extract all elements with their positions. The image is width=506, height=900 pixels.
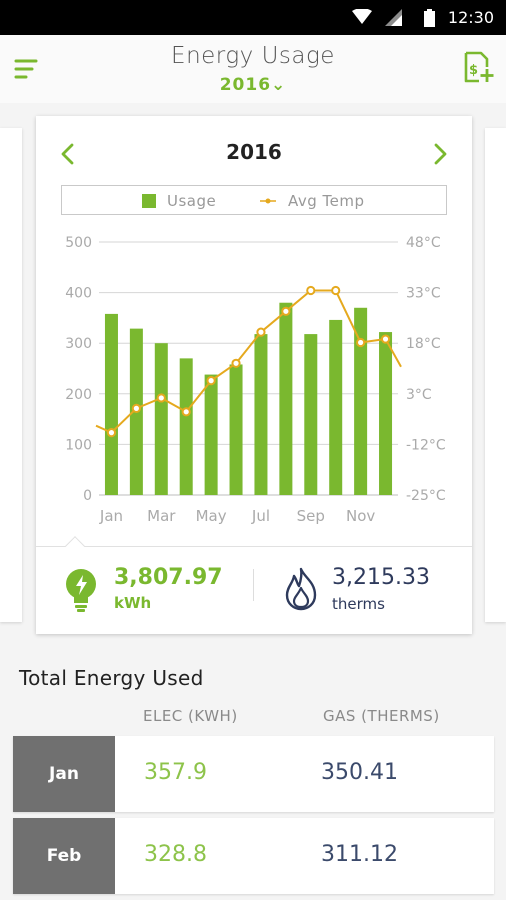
next-year-card[interactable] (485, 128, 506, 622)
menu-icon[interactable] (12, 55, 40, 83)
lightbulb-icon (66, 569, 96, 612)
gas-unit: therms (332, 595, 385, 613)
usage-bar (229, 364, 243, 495)
chevron-down-icon: ⌄ (271, 75, 287, 95)
summary-separator (253, 569, 254, 601)
usage-chart: 0 -25°C 100 -12°C 200 3°C 300 18°C 400 33°C 500 48°… (65, 235, 446, 525)
usage-bar (254, 334, 268, 495)
usage-bar (279, 302, 293, 495)
avg-temp-point (156, 393, 166, 403)
flame-icon (285, 567, 317, 611)
avg-temp-point (181, 407, 191, 417)
y-tick-label-left: 300 (65, 336, 92, 352)
usage-bar (204, 374, 218, 495)
y-tick-label-right: 48°C (406, 235, 441, 251)
row-gas-value: 350.41 (321, 760, 398, 785)
table-row[interactable]: Jan 357.9 350.41 (13, 736, 494, 812)
previous-year-card[interactable] (0, 128, 22, 622)
status-time: 12:30 (447, 8, 494, 27)
usage-bar (154, 343, 168, 495)
usage-bar (104, 313, 118, 495)
y-tick-label-right: 3°C (406, 387, 432, 403)
y-tick-label-right: -25°C (406, 488, 446, 504)
usage-bar (329, 319, 343, 495)
row-elec-value: 328.8 (144, 842, 207, 867)
status-bar: 12:30 (0, 0, 506, 35)
y-tick-label-left: 0 (83, 488, 92, 504)
usage-bar (179, 358, 193, 495)
avg-temp-point (131, 403, 141, 413)
x-tick-label: Nov (346, 507, 375, 525)
gas-column-header: GAS (THERMS) (323, 707, 440, 725)
table-row[interactable]: Feb 328.8 311.12 (13, 818, 494, 894)
y-tick-label-left: 500 (65, 235, 92, 251)
add-bill-icon[interactable]: $ (460, 50, 494, 84)
row-gas-value: 311.12 (321, 842, 398, 867)
summary-divider (36, 546, 472, 547)
usage-legend-swatch (142, 194, 156, 208)
avg-temp-point (331, 285, 341, 296)
avg-temp-point (306, 285, 316, 296)
chart-year: 2016 (226, 140, 282, 164)
year-selector[interactable]: 2016⌄ (0, 75, 506, 95)
avg-temp-point (356, 337, 366, 348)
y-tick-label-right: 18°C (406, 336, 441, 352)
chart-legend: Usage Avg Temp (61, 185, 447, 215)
avg-temp-legend-swatch (260, 198, 276, 204)
x-tick-label: Mar (147, 507, 176, 525)
avg-temp-point (106, 428, 117, 438)
section-title: Total Energy Used (19, 666, 204, 690)
avg-temp-point (206, 376, 216, 386)
usage-legend-label: Usage (167, 192, 217, 210)
avg-temp-legend-label: Avg Temp (288, 192, 365, 210)
chevron-left-icon[interactable] (56, 142, 80, 166)
row-elec-value: 357.9 (144, 760, 207, 785)
elec-column-header: ELEC (KWH) (143, 707, 238, 725)
y-tick-label-left: 200 (65, 387, 92, 403)
y-tick-label-right: 33°C (406, 286, 441, 302)
avg-temp-point (380, 334, 391, 344)
usage-bar (354, 307, 368, 495)
y-tick-label-left: 400 (65, 286, 92, 302)
y-tick-label-right: -12°C (406, 437, 446, 453)
electricity-total: 3,807.97 (114, 565, 223, 590)
svg-text:$: $ (469, 63, 478, 78)
usage-bar (304, 334, 318, 495)
gas-total: 3,215.33 (332, 565, 430, 590)
x-tick-label: Jul (251, 507, 270, 525)
year-chart-card: 2016 Usage Avg Temp 0 -25°C 100 -12°C 200 3°C… (36, 116, 472, 634)
avg-temp-point (256, 327, 266, 337)
avg-temp-point (281, 306, 291, 316)
app-bar: Energy Usage 2016⌄ $ (0, 35, 506, 103)
page-title: Energy Usage (171, 43, 335, 69)
x-tick-label: May (196, 507, 227, 525)
y-tick-label-left: 100 (65, 437, 92, 453)
selection-pointer (65, 536, 85, 556)
signal-icon (385, 9, 402, 26)
electricity-unit: kWh (114, 594, 152, 612)
row-month: Jan (13, 736, 115, 812)
x-tick-label: Sep (297, 507, 325, 525)
avg-temp-point (231, 358, 241, 368)
year-selector-label: 2016 (219, 75, 272, 95)
wifi-icon (352, 9, 372, 24)
chevron-right-icon[interactable] (428, 142, 452, 166)
x-tick-label: Jan (99, 507, 123, 525)
battery-icon (424, 9, 435, 27)
usage-bar (379, 332, 393, 495)
row-month: Feb (13, 818, 115, 894)
